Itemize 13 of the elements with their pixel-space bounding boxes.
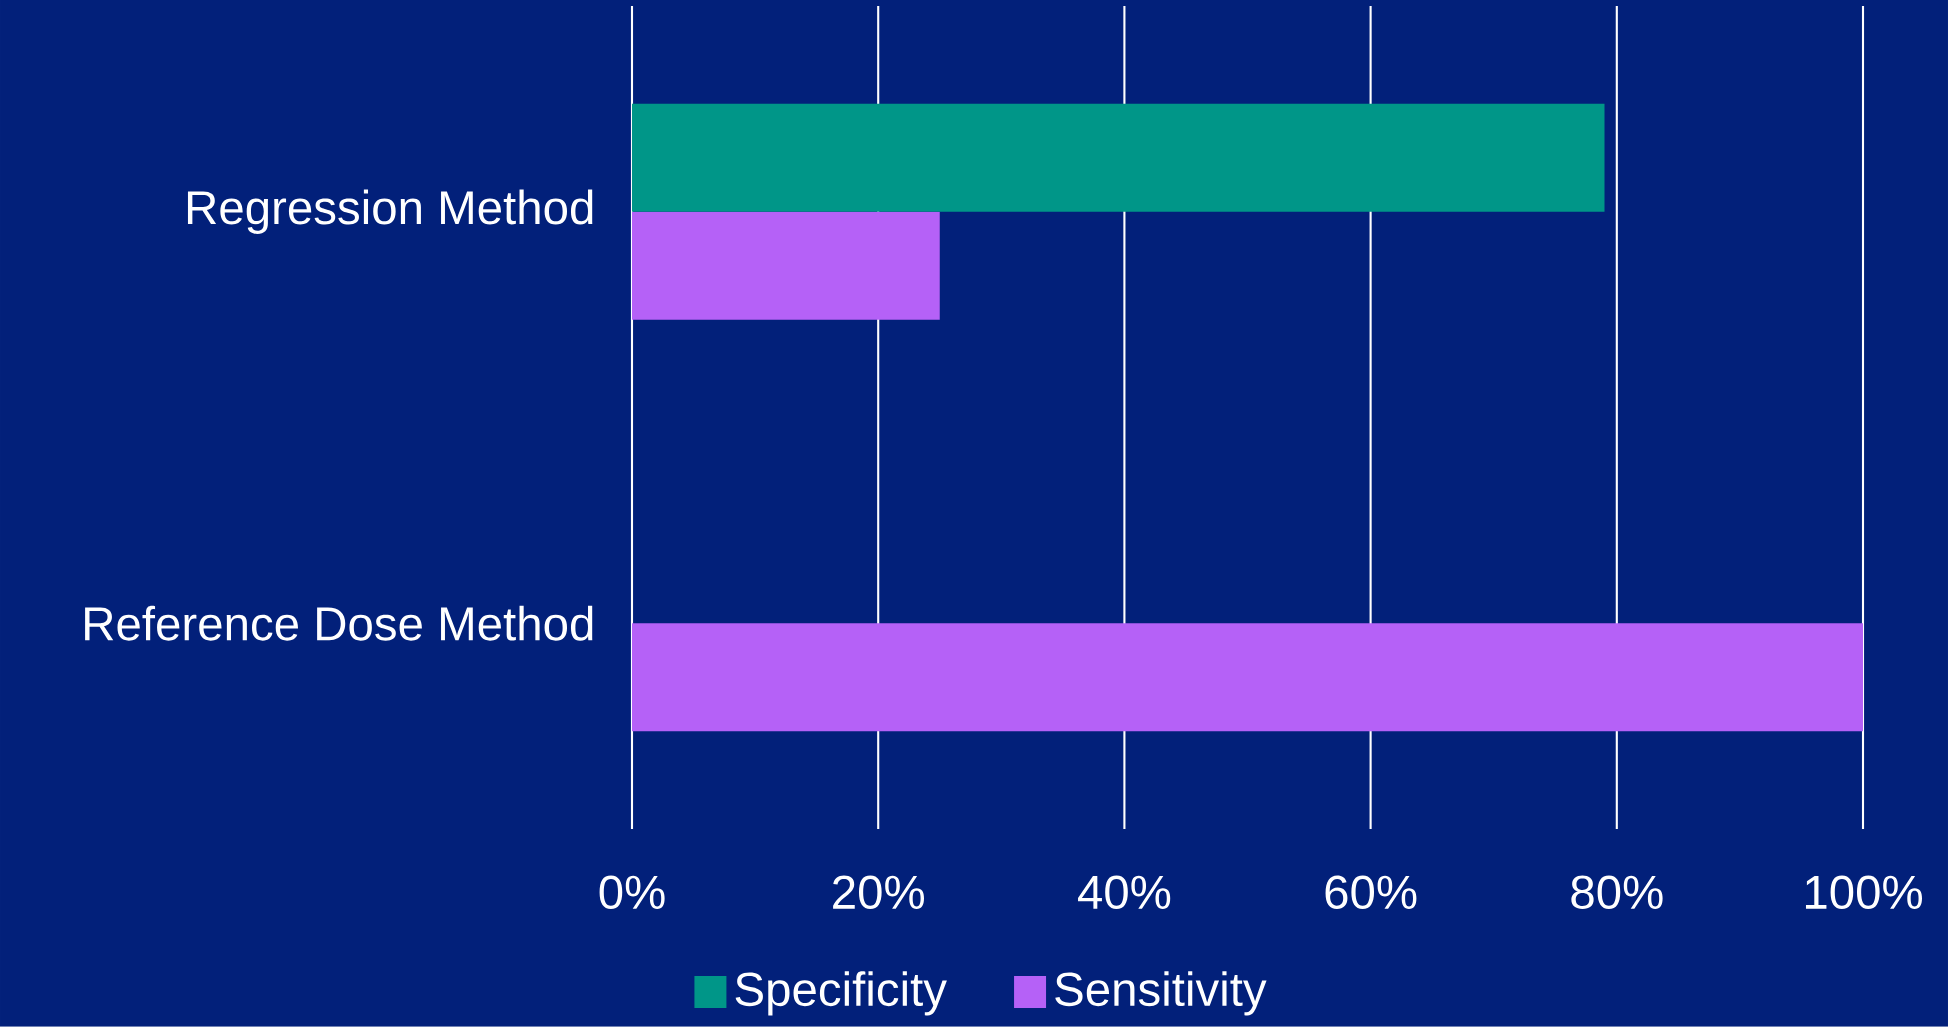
bar	[632, 623, 1863, 732]
x-tick-label: 0%	[599, 875, 665, 910]
y-tick-label: Reference Dose Method	[85, 605, 593, 641]
bar	[632, 211, 940, 320]
x-tick-label: 100%	[1805, 875, 1922, 910]
x-tick-label: 60%	[1325, 875, 1417, 910]
x-tick-label: 80%	[1571, 875, 1663, 910]
legend-label: Specificity	[735, 971, 947, 1016]
x-tick-label: 40%	[1078, 875, 1171, 910]
bar	[632, 103, 1605, 212]
legend-label: Sensitivity	[1055, 971, 1267, 1016]
x-tick-label: 20%	[833, 875, 924, 910]
y-tick-label: Regression Method	[187, 189, 593, 234]
